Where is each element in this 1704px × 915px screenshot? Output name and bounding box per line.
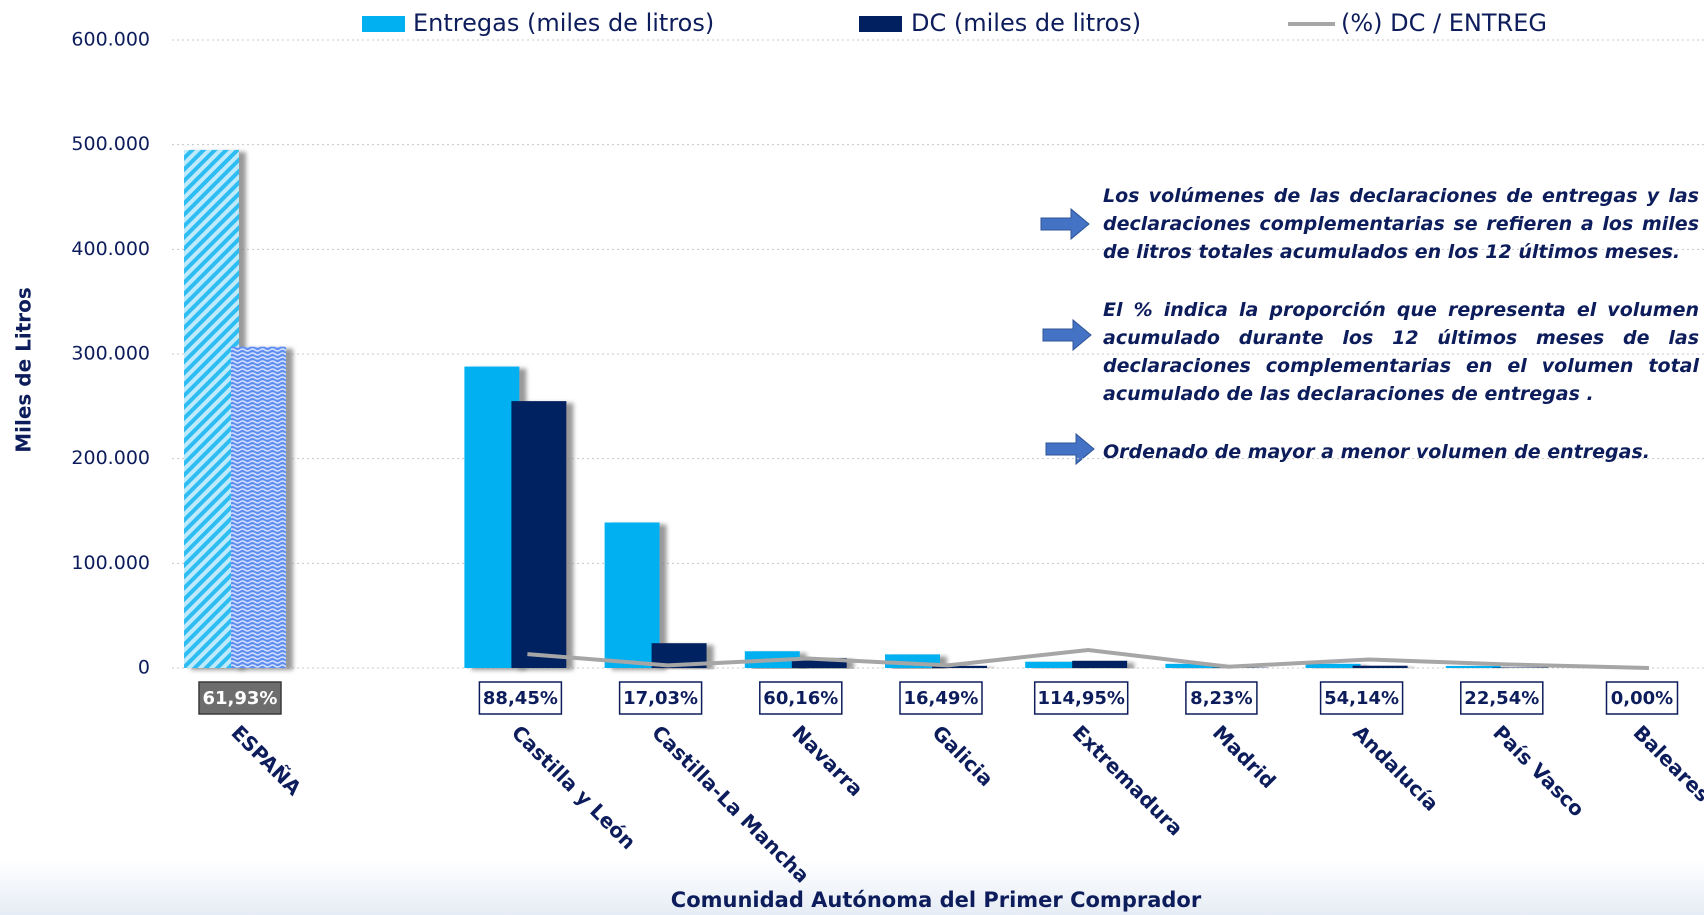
value-label: 60,16% [763,688,838,709]
value-label-box [1033,681,1129,715]
footer-band [0,860,1704,915]
legend-swatch [859,16,902,32]
legend-label: (%) DC / ENTREG [1341,9,1547,37]
bar [791,657,847,668]
legend-swatch [362,16,405,32]
bar [604,522,660,668]
y-tick-label: 0 [138,657,150,679]
bar [1352,665,1408,668]
annotation: Ordenado de mayor a menor volumen de ent… [1103,441,1650,463]
value-label-box [478,681,563,715]
x-tick-label: Madrid [1208,720,1281,793]
bar [511,401,567,668]
x-tick-label: Castilla y León [507,720,641,854]
value-label-box [899,681,983,715]
bar [1445,665,1501,668]
x-tick-label: Navarra [787,720,868,801]
value-label: 54,14% [1324,688,1399,709]
bar [464,366,520,668]
arrows [1040,207,1095,466]
y-axis-label: Miles de Litros [12,287,36,453]
value-label-box [759,681,843,715]
x-axis-label: Comunidad Autónoma del Primer Comprador [671,888,1202,912]
bar [231,346,286,668]
x-tick-label: Andalucía [1348,720,1443,815]
y-tick-label: 600.000 [71,29,150,51]
bar [932,665,987,668]
bar [184,149,239,668]
annotation: Los volúmenes de las declaraciones de en… [1103,185,1699,263]
value-label-box [1605,681,1679,715]
value-label: 17,03% [623,688,698,709]
y-tick-label: 100.000 [71,552,150,574]
legend-label: DC (miles de litros) [911,9,1141,37]
x-tick-label: Extremadura [1068,720,1188,840]
bar [1025,661,1081,668]
value-label: 114,95% [1037,688,1125,709]
x-tick-label: País Vasco [1488,720,1589,821]
x-tick-label: ESPAÑA [227,720,307,800]
annotation: El % indica la proporción que representa… [1103,299,1699,405]
value-label-box [1460,681,1544,715]
bar [1165,663,1221,668]
value-label: 61,93% [203,688,278,709]
y-tick-label: 300.000 [71,343,150,365]
bar [1305,663,1361,668]
value-label-box [1319,681,1404,715]
value-label: 88,45% [483,688,558,709]
value-label-box [618,681,703,715]
value-label: 0,00% [1611,688,1673,709]
value-label-box [198,681,282,715]
legend-label: Entregas (miles de litros) [413,9,714,37]
value-label: 16,49% [904,688,979,709]
value-label-box [1185,681,1258,715]
value-label: 8,23% [1190,688,1252,709]
y-tick-label: 200.000 [71,447,150,469]
x-tick-label: Galicia [928,720,999,791]
bar [1072,660,1128,668]
x-tick-label: Baleares [1629,720,1704,806]
y-tick-label: 400.000 [71,238,150,260]
value-label: 22,54% [1464,688,1539,709]
y-tick-label: 500.000 [71,133,150,155]
line [527,647,1650,670]
